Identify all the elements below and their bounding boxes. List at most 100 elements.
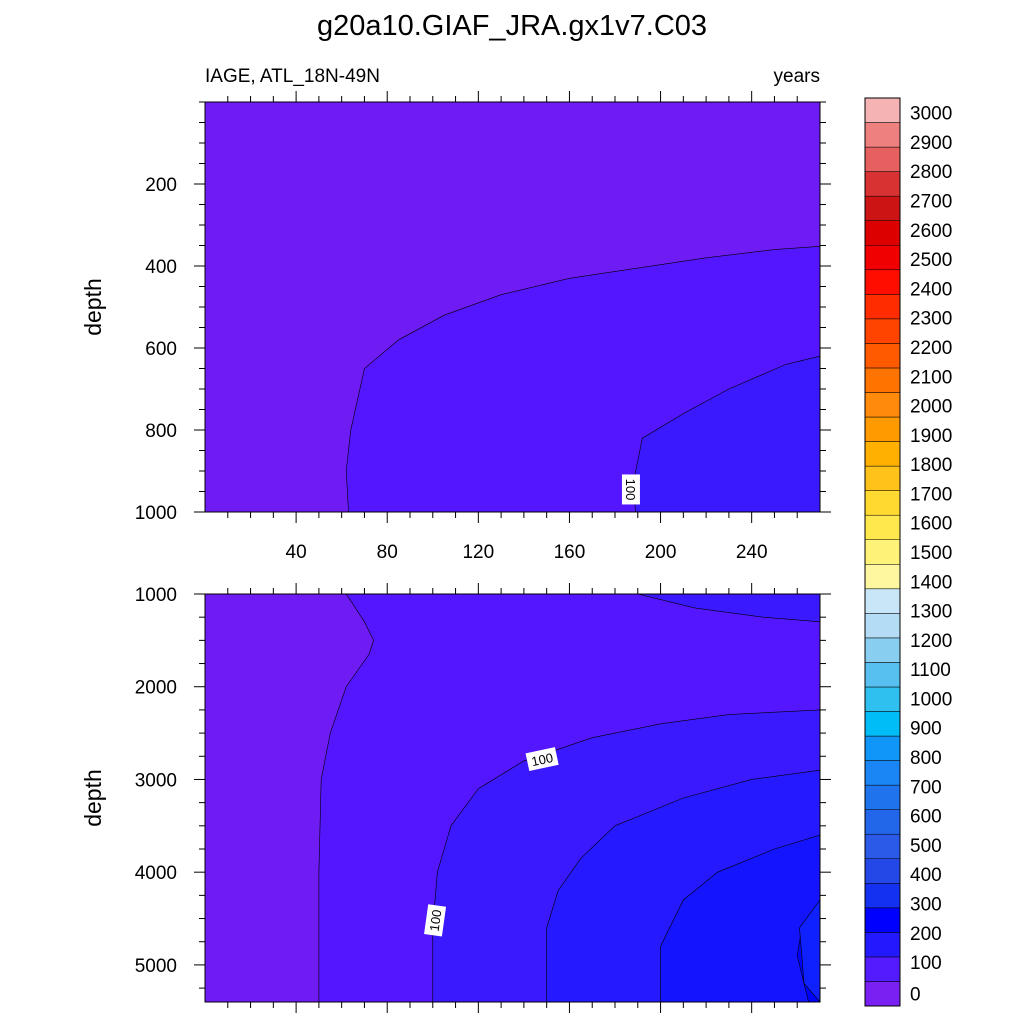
y-tick-label: 2000 [135,678,177,699]
colorbar-label: 1000 [910,689,952,710]
colorbar-label: 2700 [910,192,952,213]
y-tick-label: 800 [145,421,177,442]
colorbar-box [864,318,901,344]
colorbar-box [864,490,901,516]
lower-contour-band-300 [799,900,820,1002]
colorbar-label: 800 [910,748,942,769]
colorbar-label: 2500 [910,250,952,271]
colorbar-label: 300 [910,894,942,915]
lower-contour-line-100 [432,709,820,1002]
colorbar-label: 3000 [910,104,952,125]
colorbar-box [864,244,901,271]
variable-region-label: IAGE, ATL_18N-49N [205,66,380,87]
colorbar-box [864,858,901,884]
x-tick-label: 40 [286,542,307,563]
colorbar-box [864,613,901,639]
upper-panel: 100 40 80 120 160 200 240 200 400 600 800 1000 depth [80,91,831,563]
lower-contour-label-0: 100 [525,747,559,771]
x-tick-label: 120 [462,542,494,563]
lower-contour-label-box [424,904,447,937]
colorbar-box [864,220,901,246]
lower-contour-label-box [525,747,559,771]
lower-contour-line-50 [318,594,374,1002]
upper-contour-line-50 [345,246,820,512]
colorbar-box [864,662,901,688]
y-tick-label: 1000 [135,503,177,524]
y-tick-label: 4000 [135,863,177,884]
colorbar-box [864,539,901,565]
colorbar-box [864,760,901,786]
colorbar-box [864,686,901,712]
colorbar-label: 2900 [910,133,952,154]
lower-panel: 100 100 1000 2000 3000 4000 5000 depth [80,583,831,1013]
lower-contour-label-1: 100 [424,904,447,937]
colorbar-box [864,711,901,737]
colorbar-box [864,171,901,197]
lower-contour-line-100-top [637,594,820,623]
colorbar-label: 1700 [910,484,952,505]
colorbar-label: 700 [910,777,942,798]
upper-y-ticks: 200 400 600 800 1000 [135,101,831,524]
units-label: years [774,66,820,87]
colorbar-box [864,367,901,393]
colorbar-label: 1200 [910,631,952,652]
x-tick-label: 80 [377,542,398,563]
colorbar-label: 2300 [910,309,952,330]
y-tick-label: 3000 [135,770,177,791]
colorbar-label: 2400 [910,279,952,300]
colorbar-box [864,883,901,909]
colorbar-label: 400 [910,865,942,886]
colorbar-label: 2000 [910,397,952,418]
colorbar-box [864,343,901,369]
lower-contour-label-text: 100 [530,750,554,769]
colorbar-label: 200 [910,924,942,945]
colorbar-box [864,784,901,810]
colorbar-box [864,97,901,123]
colorbar-box [864,809,901,835]
colorbar-label: 900 [910,719,942,740]
colorbar-box [864,833,901,860]
upper-x-ticks: 40 80 120 160 200 240 [227,91,798,563]
colorbar-label: 2800 [910,162,952,183]
colorbar-box [864,514,901,540]
y-tick-label: 200 [145,175,177,196]
upper-contour-label-0: 100 [621,474,640,505]
colorbar-box [864,294,901,320]
colorbar-label: 0 [910,985,921,1006]
colorbar-box [864,564,901,590]
lower-plot-area [205,594,820,1002]
upper-contour-band-100 [633,356,820,512]
colorbar-box [864,269,901,295]
colorbar-box [864,416,901,442]
colorbar-label: 1300 [910,602,952,623]
colorbar-box [864,981,901,1007]
lower-contour-band-100-top [637,594,820,622]
y-tick-label: 5000 [135,956,177,977]
colorbar-box [864,907,901,933]
colorbar-label: 2200 [910,338,952,359]
chart-title: g20a10.GIAF_JRA.gx1v7.C03 [317,10,707,42]
lower-frame [204,593,821,1003]
colorbar-box [864,122,901,148]
colorbar-label: 1900 [910,426,952,447]
colorbar-label: 1500 [910,543,952,564]
colorbar-label: 1800 [910,455,952,476]
colorbar-box [864,465,901,491]
x-tick-label: 160 [554,542,586,563]
upper-contour-label-box [621,474,640,505]
colorbar-label: 600 [910,807,942,828]
x-tick-label: 200 [645,542,677,563]
y-tick-label: 1000 [135,585,177,606]
lower-contour-line-300 [799,899,820,1002]
colorbar-box [864,956,901,982]
y-tick-label: 600 [145,339,177,360]
colorbar-box [864,735,901,761]
lower-x-ticks [227,583,798,1013]
upper-y-axis-label: depth [80,278,106,336]
lower-y-ticks: 1000 2000 3000 4000 5000 [135,585,831,989]
upper-plot-area [205,102,820,512]
colorbar-label: 1100 [910,660,951,681]
lower-contour-band-200 [660,835,820,1002]
colorbar-frame [864,97,901,1007]
